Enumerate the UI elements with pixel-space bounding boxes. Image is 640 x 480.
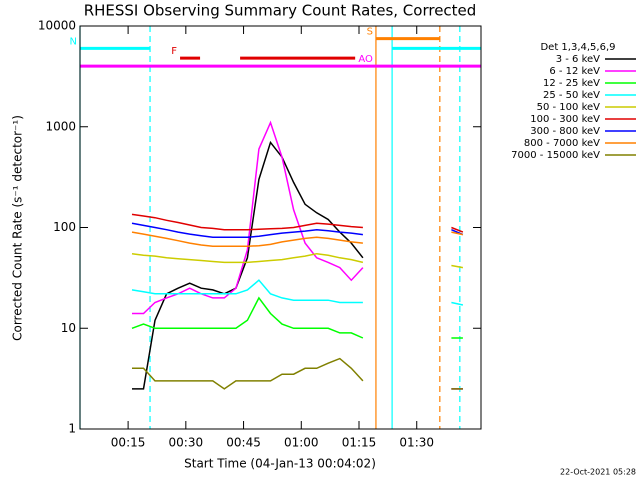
footer: 22-Oct-2021 05:28 bbox=[560, 468, 636, 477]
x-tick-label: 01:30 bbox=[399, 436, 434, 450]
legend-label: 3 - 6 keV bbox=[556, 54, 600, 65]
series-line bbox=[131, 296, 463, 339]
series-line bbox=[132, 357, 463, 390]
series-line bbox=[131, 222, 464, 239]
legend-label: 6 - 12 keV bbox=[549, 66, 600, 77]
series-line bbox=[132, 140, 463, 390]
legend-label: 50 - 100 keV bbox=[537, 102, 601, 113]
legend-label: 300 - 800 keV bbox=[530, 126, 600, 137]
y-tick-label: 10000 bbox=[38, 19, 76, 33]
flag-label: F bbox=[171, 46, 177, 57]
chart-title: RHESSI Observing Summary Count Rates, Co… bbox=[84, 2, 477, 20]
y-tick-label: 1000 bbox=[45, 119, 76, 133]
flag-label: AO bbox=[358, 54, 373, 65]
legend-label: 12 - 25 keV bbox=[543, 78, 600, 89]
legend-label: 25 - 50 keV bbox=[543, 90, 600, 101]
series-line bbox=[131, 279, 464, 306]
flag-label: S bbox=[367, 27, 373, 38]
series-line bbox=[131, 213, 464, 233]
legend-label: 800 - 7000 keV bbox=[524, 138, 600, 149]
x-tick-label: 00:30 bbox=[169, 436, 204, 450]
x-axis-label: Start Time (04-Jan-13 00:04:02) bbox=[184, 457, 376, 471]
series-line bbox=[131, 252, 464, 269]
x-tick-label: 00:45 bbox=[226, 436, 261, 450]
x-tick-label: 00:15 bbox=[111, 436, 146, 450]
series-line bbox=[131, 231, 464, 248]
flag-label: N bbox=[70, 36, 77, 47]
series-line bbox=[132, 120, 463, 390]
y-axis-label: Corrected Count Rate (s⁻¹ detector⁻¹) bbox=[11, 115, 25, 341]
x-tick-label: 01:00 bbox=[284, 436, 319, 450]
x-tick-label: 01:15 bbox=[342, 436, 377, 450]
legend-title: Det 1,3,4,5,6,9 bbox=[540, 42, 615, 53]
y-tick-label: 100 bbox=[53, 220, 76, 234]
legend-label: 7000 - 15000 keV bbox=[511, 150, 600, 161]
legend-label: 100 - 300 keV bbox=[530, 114, 600, 125]
y-tick-label: 1 bbox=[68, 422, 76, 436]
y-tick-label: 10 bbox=[61, 321, 76, 335]
